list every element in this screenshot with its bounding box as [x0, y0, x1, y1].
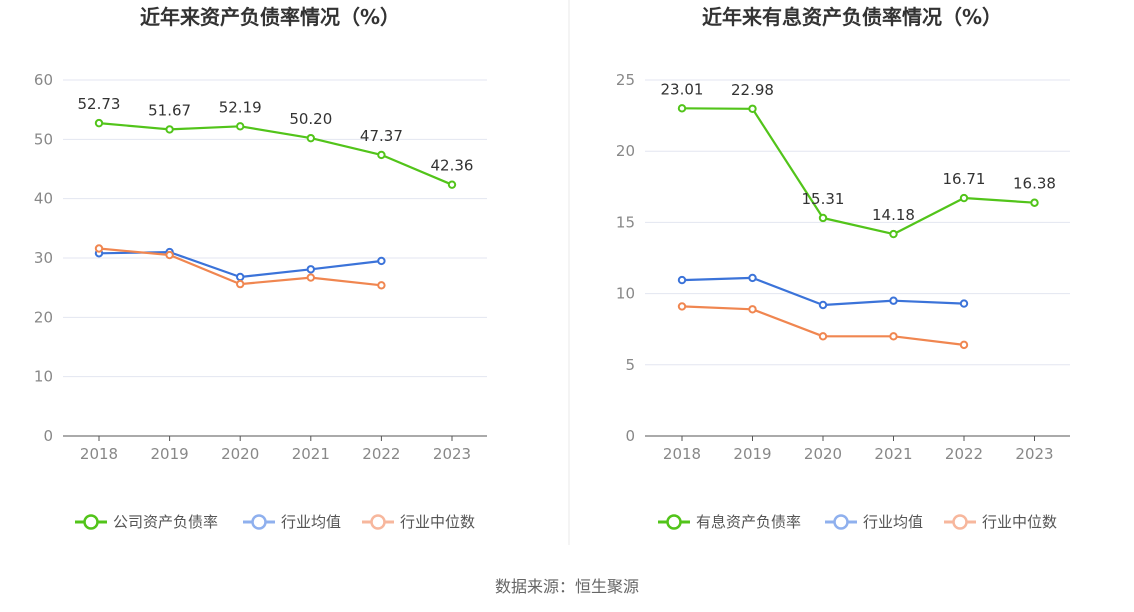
- data-point-median: [959, 340, 969, 350]
- y-tick-label: 30: [34, 249, 53, 267]
- legend-label: 行业中位数: [400, 513, 475, 531]
- x-tick-label: 2018: [80, 445, 118, 463]
- data-label: 16.38: [1013, 175, 1056, 193]
- x-tick-label: 2019: [151, 445, 189, 463]
- data-point-company: [165, 125, 174, 134]
- data-label: 52.19: [219, 98, 262, 116]
- data-point-company: [94, 118, 104, 128]
- data-point-company: [1030, 198, 1039, 207]
- data-point-company: [236, 122, 245, 131]
- data-point-median: [889, 332, 898, 341]
- legend-swatch-marker: [833, 514, 849, 530]
- data-point-median: [748, 305, 757, 314]
- data-point-median: [818, 332, 828, 341]
- x-tick-label: 2020: [804, 445, 842, 463]
- legend-label: 行业均值: [281, 513, 341, 531]
- y-tick-label: 20: [616, 142, 635, 160]
- y-tick-label: 0: [625, 427, 635, 445]
- data-point-mean: [959, 299, 969, 308]
- x-tick-label: 2023: [1015, 445, 1053, 463]
- x-tick-label: 2021: [292, 445, 330, 463]
- y-tick-label: 60: [34, 71, 53, 89]
- legend-label: 公司资产负债率: [113, 513, 218, 531]
- x-tick-label: 2021: [874, 445, 912, 463]
- data-point-company: [447, 180, 457, 189]
- data-point-mean: [236, 272, 245, 282]
- y-tick-label: 25: [616, 71, 635, 89]
- data-label: 52.73: [78, 95, 121, 113]
- data-point-mean: [306, 265, 315, 274]
- data-label: 14.18: [872, 206, 915, 224]
- data-label: 16.71: [943, 170, 986, 188]
- source-text: 数据来源：恒生聚源: [495, 577, 639, 596]
- y-tick-label: 50: [34, 130, 53, 148]
- data-label: 23.01: [661, 80, 704, 98]
- data-label: 50.20: [289, 110, 332, 128]
- data-point-company: [818, 213, 828, 223]
- y-tick-label: 5: [625, 356, 635, 374]
- y-tick-label: 15: [616, 213, 635, 231]
- x-tick-label: 2019: [733, 445, 771, 463]
- data-label: 22.98: [731, 81, 774, 99]
- data-label: 42.36: [431, 157, 474, 175]
- data-point-mean: [677, 275, 687, 285]
- y-tick-label: 10: [34, 368, 53, 386]
- data-point-mean: [377, 256, 386, 266]
- legend-swatch-marker: [83, 514, 99, 530]
- legend: 公司资产负债率 行业均值 行业中位数: [75, 513, 475, 531]
- data-point-company: [306, 133, 315, 143]
- chart-panel-2: 近年来有息资产负债率情况（%） 0 5 10 15 20 25 2018 2019 2020 202…: [616, 5, 1070, 531]
- data-point-mean: [889, 296, 898, 305]
- data-point-mean: [818, 300, 828, 310]
- legend-swatch-marker: [251, 514, 267, 530]
- data-point-mean: [748, 273, 757, 283]
- legend: 有息资产负债率 行业均值 行业中位数: [658, 513, 1057, 531]
- data-point-median: [306, 273, 315, 282]
- legend-label: 有息资产负债率: [696, 513, 801, 531]
- y-tick-label: 10: [616, 285, 635, 303]
- data-point-company: [889, 229, 898, 239]
- data-point-company: [677, 104, 687, 113]
- chart-title: 近年来资产负债率情况（%）: [140, 5, 400, 29]
- data-point-company: [959, 193, 969, 203]
- legend-label: 行业均值: [863, 513, 923, 531]
- x-tick-label: 2022: [945, 445, 983, 463]
- legend-swatch-marker: [370, 514, 386, 530]
- data-point-median: [677, 302, 687, 311]
- data-point-company: [748, 104, 757, 113]
- chart-title: 近年来有息资产负债率情况（%）: [702, 5, 1002, 29]
- data-point-median: [165, 250, 174, 260]
- chart-panel-1: 近年来资产负债率情况（%） 0 10 20 30 40 50 60 2018 2019 2020 20…: [34, 5, 487, 531]
- y-tick-label: 40: [34, 190, 53, 208]
- data-point-median: [94, 244, 104, 253]
- x-tick-label: 2022: [362, 445, 400, 463]
- data-point-company: [377, 150, 386, 160]
- legend-swatch-marker: [666, 514, 682, 530]
- data-label: 51.67: [148, 101, 191, 119]
- data-label: 47.37: [360, 127, 403, 145]
- data-point-median: [236, 279, 245, 289]
- legend-label: 行业中位数: [982, 513, 1057, 531]
- x-tick-label: 2020: [221, 445, 259, 463]
- y-tick-label: 0: [43, 427, 53, 445]
- series-line-company: [98, 122, 453, 186]
- x-tick-label: 2023: [433, 445, 471, 463]
- data-point-median: [377, 281, 386, 290]
- series-line-company: [681, 107, 1035, 236]
- legend-swatch-marker: [952, 514, 968, 530]
- data-label: 15.31: [802, 190, 845, 208]
- x-tick-label: 2018: [663, 445, 701, 463]
- y-tick-label: 20: [34, 308, 53, 326]
